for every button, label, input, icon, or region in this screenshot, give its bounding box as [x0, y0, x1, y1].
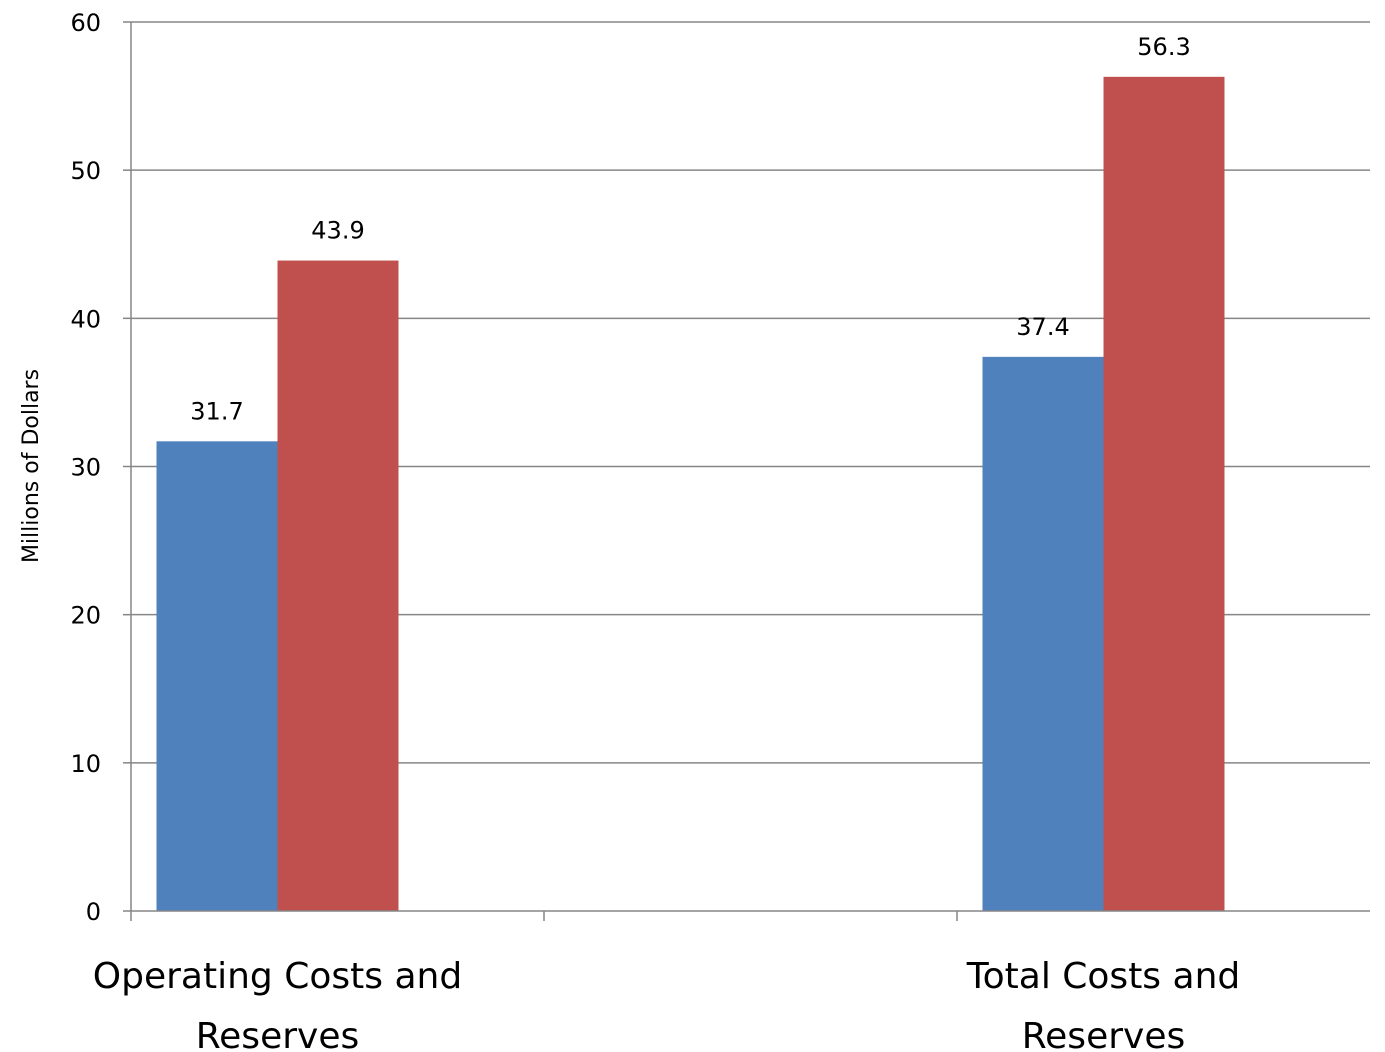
bar [1103, 76, 1225, 912]
bar [982, 356, 1104, 911]
y-tick-label: 20 [70, 602, 101, 630]
bars [156, 76, 1225, 912]
y-tick-label: 30 [70, 454, 101, 482]
x-category-label: Operating Costs and [93, 956, 462, 997]
y-tick-label: 10 [70, 750, 101, 778]
x-category-label: Total Costs and [966, 956, 1240, 997]
y-tick-label: 0 [86, 898, 101, 926]
axes [123, 21, 1370, 921]
bar [277, 260, 399, 911]
data-label: 31.7 [190, 397, 243, 425]
bar [156, 441, 278, 911]
data-label: 37.4 [1016, 313, 1069, 341]
labels: 0 10 20 30 40 50 60 31.7 43.9 Operating Costs and… [70, 9, 1240, 1052]
y-tick-label: 60 [70, 9, 101, 37]
y-tick-label: 40 [70, 305, 101, 333]
x-category-label: Reserves [196, 1016, 359, 1052]
y-axis-title: Millions of Dollars [19, 369, 44, 563]
data-label: 56.3 [1137, 33, 1190, 61]
y-tick-label: 50 [70, 157, 101, 185]
x-category-label: Reserves [1022, 1016, 1185, 1052]
data-label: 43.9 [311, 217, 364, 245]
